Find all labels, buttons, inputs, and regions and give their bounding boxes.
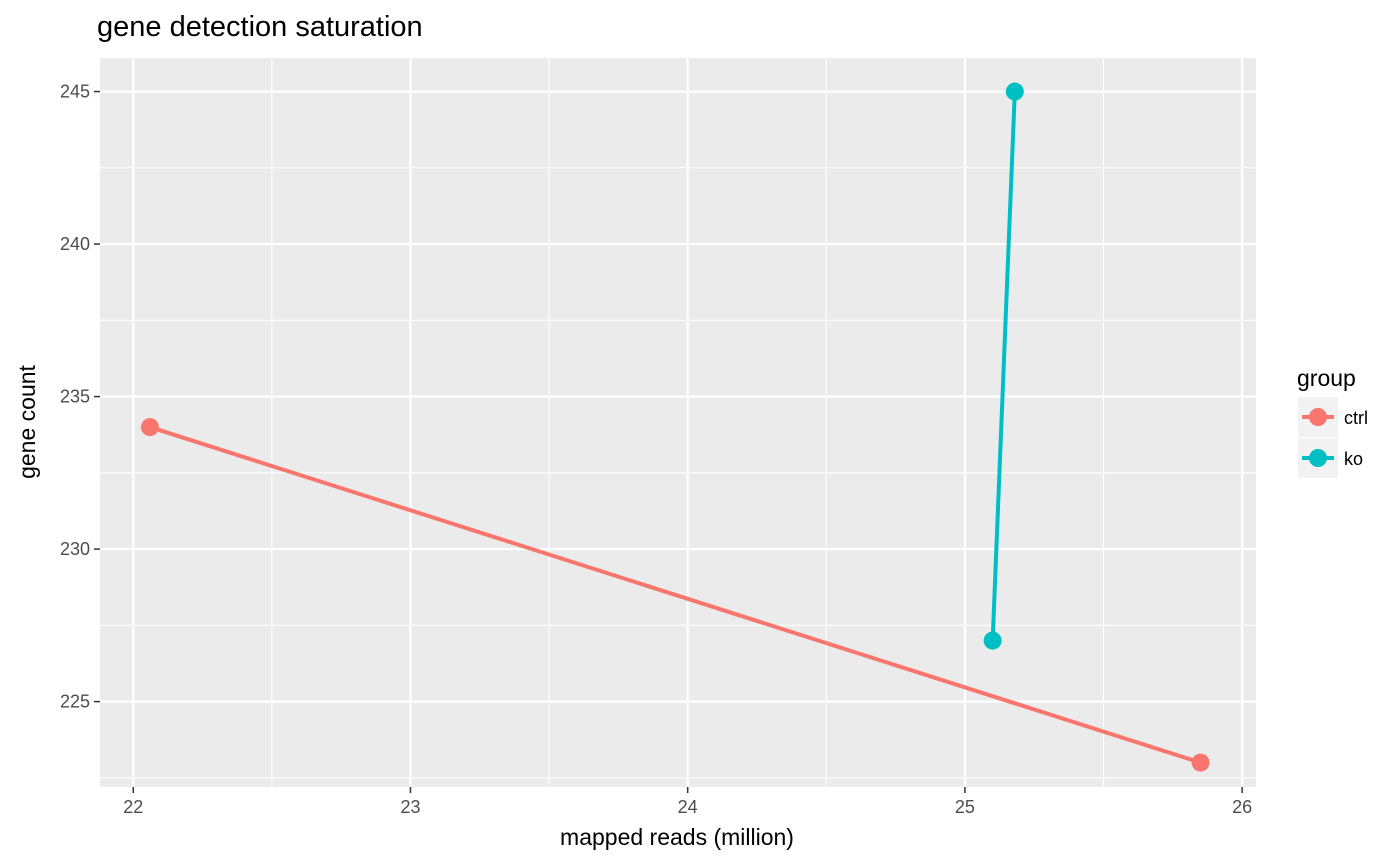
x-axis: 22 23 24 25 26	[123, 787, 1252, 817]
legend-key-point	[1309, 449, 1327, 467]
legend: group ctrl ko	[1297, 365, 1368, 478]
x-tick-label: 26	[1232, 797, 1252, 817]
data-point-ko	[983, 631, 1002, 650]
series-line-ctrl	[149, 425, 1202, 765]
major-gridlines	[100, 58, 1256, 787]
y-axis-title: gene count	[14, 364, 40, 478]
legend-label-ko: ko	[1344, 449, 1363, 469]
x-axis-title: mapped reads (million)	[560, 824, 794, 850]
data-point-ctrl	[140, 418, 159, 437]
legend-key-point	[1309, 408, 1327, 426]
plot-panel	[100, 58, 1256, 787]
y-tick-label: 245	[60, 82, 90, 102]
series-line-ko	[990, 91, 1017, 641]
data-point-ctrl	[1191, 753, 1210, 772]
legend-label-ctrl: ctrl	[1344, 408, 1368, 428]
x-tick-label: 22	[123, 797, 143, 817]
y-tick-label: 240	[60, 234, 90, 254]
minor-gridlines	[100, 58, 1256, 787]
series-layer	[140, 82, 1210, 772]
y-tick-label: 225	[60, 692, 90, 712]
x-tick-label: 24	[678, 797, 698, 817]
y-tick-label: 235	[60, 387, 90, 407]
chart-title: gene detection saturation	[97, 11, 423, 43]
x-tick-label: 25	[955, 797, 975, 817]
data-point-ko	[1005, 82, 1024, 101]
legend-title: group	[1297, 365, 1356, 391]
y-axis: 225 230 235 240 245	[60, 82, 100, 712]
x-tick-label: 23	[400, 797, 420, 817]
y-tick-label: 230	[60, 539, 90, 559]
